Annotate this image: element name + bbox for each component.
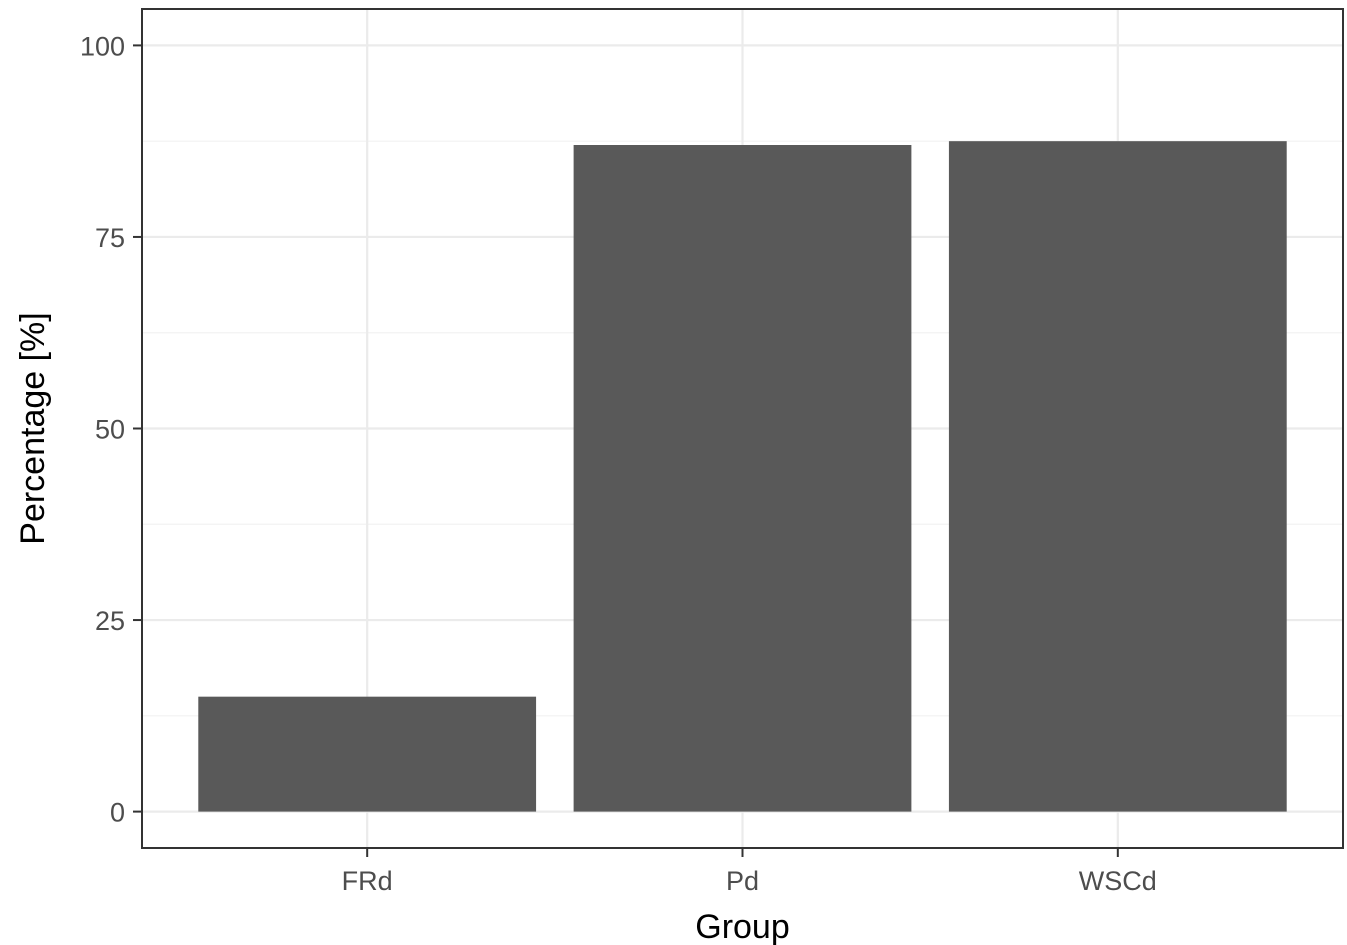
bars bbox=[198, 141, 1287, 812]
x-axis: FRd Pd WSCd bbox=[342, 848, 1157, 896]
y-tick-label: 75 bbox=[95, 223, 125, 253]
y-axis: 0 25 50 75 100 bbox=[80, 31, 142, 828]
y-tick-label: 50 bbox=[95, 415, 125, 445]
x-tick-label: FRd bbox=[342, 866, 393, 896]
y-tick-label: 0 bbox=[110, 798, 125, 828]
x-tick-label: WSCd bbox=[1079, 866, 1157, 896]
bar-wscd bbox=[948, 141, 1287, 812]
y-axis-title: Percentage [%] bbox=[14, 312, 52, 544]
y-tick-label: 100 bbox=[80, 31, 125, 61]
y-tick-label: 25 bbox=[95, 606, 125, 636]
x-tick-label: Pd bbox=[726, 866, 759, 896]
bar-frd bbox=[198, 696, 537, 812]
bar-pd bbox=[573, 145, 912, 812]
x-axis-title: Group bbox=[695, 908, 790, 945]
